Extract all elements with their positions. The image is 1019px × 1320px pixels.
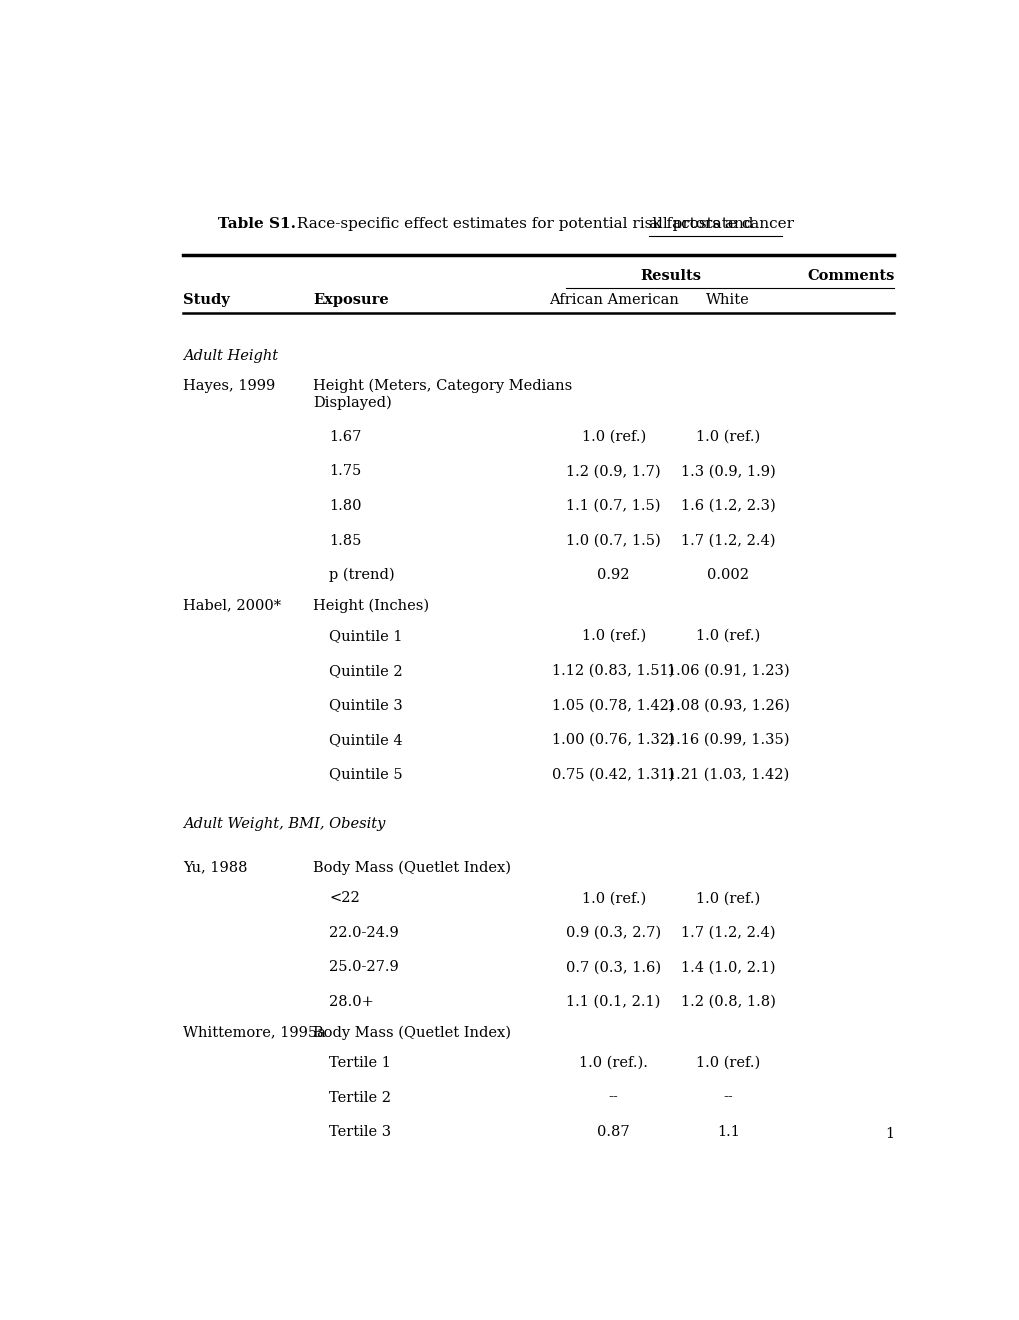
Text: Adult Weight, BMI, Obesity: Adult Weight, BMI, Obesity bbox=[182, 817, 385, 832]
Text: 1.3 (0.9, 1.9): 1.3 (0.9, 1.9) bbox=[681, 465, 774, 478]
Text: 0.7 (0.3, 1.6): 0.7 (0.3, 1.6) bbox=[566, 961, 660, 974]
Text: 1.80: 1.80 bbox=[329, 499, 361, 513]
Text: 22.0-24.9: 22.0-24.9 bbox=[329, 925, 398, 940]
Text: 1.0 (ref.): 1.0 (ref.) bbox=[696, 430, 759, 444]
Text: 1.21 (1.03, 1.42): 1.21 (1.03, 1.42) bbox=[666, 767, 789, 781]
Text: Quintile 2: Quintile 2 bbox=[329, 664, 403, 677]
Text: Whittemore, 1995a: Whittemore, 1995a bbox=[182, 1026, 325, 1039]
Text: White: White bbox=[706, 293, 749, 306]
Text: 1.00 (0.76, 1.32): 1.00 (0.76, 1.32) bbox=[551, 733, 675, 747]
Text: Quintile 3: Quintile 3 bbox=[329, 698, 403, 713]
Text: Yu, 1988: Yu, 1988 bbox=[182, 861, 247, 875]
Text: 1.05 (0.78, 1.42): 1.05 (0.78, 1.42) bbox=[552, 698, 675, 713]
Text: 1.7 (1.2, 2.4): 1.7 (1.2, 2.4) bbox=[681, 533, 774, 548]
Text: 1.0 (0.7, 1.5): 1.0 (0.7, 1.5) bbox=[566, 533, 660, 548]
Text: 1.1: 1.1 bbox=[716, 1125, 739, 1139]
Text: 1.0 (ref.).: 1.0 (ref.). bbox=[579, 1056, 647, 1071]
Text: Body Mass (Quetlet Index): Body Mass (Quetlet Index) bbox=[313, 1026, 511, 1040]
Text: 0.002: 0.002 bbox=[706, 568, 749, 582]
Text: all prostate cancer: all prostate cancer bbox=[649, 218, 794, 231]
Text: 25.0-27.9: 25.0-27.9 bbox=[329, 961, 398, 974]
Text: 1.08 (0.93, 1.26): 1.08 (0.93, 1.26) bbox=[666, 698, 789, 713]
Text: Quintile 1: Quintile 1 bbox=[329, 630, 403, 643]
Text: 1.1 (0.7, 1.5): 1.1 (0.7, 1.5) bbox=[566, 499, 660, 513]
Text: 1.0 (ref.): 1.0 (ref.) bbox=[696, 1056, 759, 1071]
Text: African American: African American bbox=[548, 293, 678, 306]
Text: 0.92: 0.92 bbox=[597, 568, 630, 582]
Text: 1.0 (ref.): 1.0 (ref.) bbox=[696, 891, 759, 906]
Text: 1.0 (ref.): 1.0 (ref.) bbox=[581, 891, 645, 906]
Text: 0.9 (0.3, 2.7): 0.9 (0.3, 2.7) bbox=[566, 925, 660, 940]
Text: 1.7 (1.2, 2.4): 1.7 (1.2, 2.4) bbox=[681, 925, 774, 940]
Text: Body Mass (Quetlet Index): Body Mass (Quetlet Index) bbox=[313, 861, 511, 875]
Text: Tertile 2: Tertile 2 bbox=[329, 1090, 390, 1105]
Text: Adult Height: Adult Height bbox=[182, 348, 278, 363]
Text: Race-specific effect estimates for potential risk factors and: Race-specific effect estimates for poten… bbox=[291, 218, 757, 231]
Text: 1.6 (1.2, 2.3): 1.6 (1.2, 2.3) bbox=[681, 499, 774, 513]
Text: 1.0 (ref.): 1.0 (ref.) bbox=[581, 430, 645, 444]
Text: 1.1 (0.1, 2.1): 1.1 (0.1, 2.1) bbox=[566, 995, 660, 1008]
Text: 1.12 (0.83, 1.51): 1.12 (0.83, 1.51) bbox=[552, 664, 675, 677]
Text: 1.67: 1.67 bbox=[329, 430, 361, 444]
Text: Quintile 5: Quintile 5 bbox=[329, 767, 403, 781]
Text: Tertile 1: Tertile 1 bbox=[329, 1056, 390, 1071]
Text: Comments: Comments bbox=[806, 269, 894, 284]
Text: Hayes, 1999: Hayes, 1999 bbox=[182, 379, 275, 393]
Text: Habel, 2000*: Habel, 2000* bbox=[182, 598, 280, 612]
Text: Height (Inches): Height (Inches) bbox=[313, 598, 429, 612]
Text: Height (Meters, Category Medians
Displayed): Height (Meters, Category Medians Display… bbox=[313, 379, 572, 411]
Text: Study: Study bbox=[182, 293, 229, 306]
Text: 1: 1 bbox=[884, 1127, 894, 1142]
Text: 28.0+: 28.0+ bbox=[329, 995, 373, 1008]
Text: Results: Results bbox=[640, 269, 701, 284]
Text: 1.4 (1.0, 2.1): 1.4 (1.0, 2.1) bbox=[681, 961, 774, 974]
Text: --: -- bbox=[608, 1090, 618, 1105]
Text: 0.75 (0.42, 1.31): 0.75 (0.42, 1.31) bbox=[552, 767, 675, 781]
Text: 1.0 (ref.): 1.0 (ref.) bbox=[581, 630, 645, 643]
Text: <22: <22 bbox=[329, 891, 360, 906]
Text: Quintile 4: Quintile 4 bbox=[329, 733, 403, 747]
Text: Table S1.: Table S1. bbox=[218, 218, 297, 231]
Text: p (trend): p (trend) bbox=[329, 568, 394, 582]
Text: 1.2 (0.9, 1.7): 1.2 (0.9, 1.7) bbox=[566, 465, 660, 478]
Text: 1.75: 1.75 bbox=[329, 465, 361, 478]
Text: Exposure: Exposure bbox=[313, 293, 388, 306]
Text: 1.16 (0.99, 1.35): 1.16 (0.99, 1.35) bbox=[666, 733, 789, 747]
Text: 0.87: 0.87 bbox=[597, 1125, 630, 1139]
Text: 1.2 (0.8, 1.8): 1.2 (0.8, 1.8) bbox=[680, 995, 775, 1008]
Text: Tertile 3: Tertile 3 bbox=[329, 1125, 391, 1139]
Text: --: -- bbox=[722, 1090, 733, 1105]
Text: 1.0 (ref.): 1.0 (ref.) bbox=[696, 630, 759, 643]
Text: 1.06 (0.91, 1.23): 1.06 (0.91, 1.23) bbox=[666, 664, 789, 677]
Text: 1.85: 1.85 bbox=[329, 533, 361, 548]
